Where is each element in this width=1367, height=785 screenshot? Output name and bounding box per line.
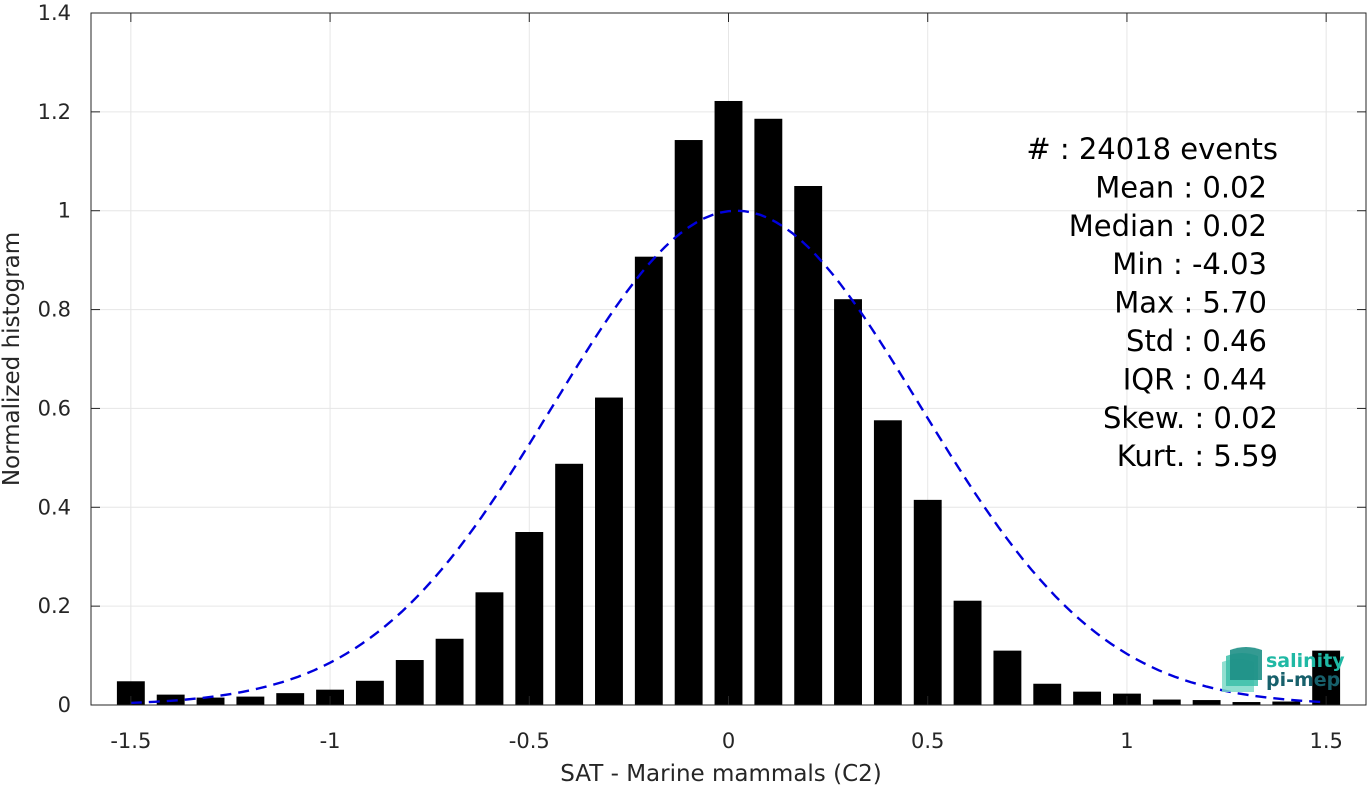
- logo-waves-icon: [1222, 647, 1262, 692]
- histogram-bar: [714, 100, 743, 706]
- y-tick-label: 0.8: [38, 298, 71, 322]
- histogram-bar: [1152, 699, 1181, 705]
- histogram-bar: [1272, 701, 1301, 705]
- x-tick-label: -1.5: [110, 729, 151, 753]
- histogram-bar: [754, 118, 783, 705]
- y-tick-label: 0: [58, 693, 71, 717]
- stat-line: Kurt. : 5.59: [1117, 439, 1278, 473]
- histogram-bar: [873, 420, 902, 705]
- histogram-bar: [794, 186, 823, 705]
- histogram-bar: [834, 299, 862, 705]
- histogram-bar: [1033, 683, 1062, 705]
- histogram-bar: [1073, 691, 1102, 705]
- histogram-bar: [674, 140, 703, 705]
- normal-fit-curve: [130, 209, 1327, 705]
- logo-text-salinity: salinity: [1266, 650, 1345, 672]
- x-tick-label: 0.5: [911, 729, 944, 753]
- statistics-box: # : 24018 events Mean : 0.02 Median : 0.02…: [1026, 132, 1278, 473]
- stat-line: Std : 0.46: [1126, 324, 1267, 358]
- axis-ticks: [91, 12, 1366, 706]
- histogram-bar: [634, 256, 663, 705]
- stat-line: Max : 5.70: [1114, 286, 1267, 320]
- y-tick-label: 0.4: [38, 495, 71, 519]
- histogram-bar: [276, 693, 305, 705]
- stat-line: Min : -4.03: [1112, 247, 1267, 281]
- histogram-bar: [595, 397, 623, 705]
- histogram-bar: [435, 638, 464, 705]
- x-tick-label: -1: [320, 729, 341, 753]
- histogram-bar: [555, 463, 584, 705]
- histogram-bar: [953, 600, 982, 705]
- y-tick-label: 0.6: [38, 396, 71, 420]
- y-tick-label: 1.2: [38, 100, 71, 124]
- x-tick-label: 1: [1120, 729, 1133, 753]
- histogram-bar: [1192, 700, 1221, 705]
- salinity-pi-mep-logo: salinity pi-mep: [1222, 647, 1345, 692]
- histogram-bar: [1232, 702, 1261, 705]
- histogram-bar: [196, 697, 225, 705]
- histogram-bar: [236, 696, 265, 705]
- stat-line: # : 24018 events: [1026, 132, 1278, 166]
- x-tick-label: 1.5: [1309, 729, 1342, 753]
- histogram-bar: [913, 499, 942, 705]
- x-tick-labels: -1.5 -1 -0.5 0 0.5 1 1.5: [110, 729, 1343, 753]
- histogram-bar: [515, 532, 544, 705]
- y-tick-label: 1.4: [38, 1, 71, 25]
- logo-text-pi-mep: pi-mep: [1266, 669, 1340, 691]
- x-axis-label: SAT - Marine mammals (C2): [560, 761, 882, 785]
- stat-line: Skew. : 0.02: [1103, 401, 1278, 435]
- histogram-bar: [475, 592, 504, 705]
- stat-line: Mean : 0.02: [1095, 170, 1267, 204]
- y-tick-label: 1: [58, 199, 71, 223]
- histogram-bar: [355, 680, 384, 705]
- x-tick-label: -0.5: [509, 729, 550, 753]
- y-axis-label: Normalized histogram: [0, 232, 25, 486]
- x-tick-label: 0: [722, 729, 735, 753]
- histogram-bar: [395, 660, 424, 705]
- histogram-bar: [1312, 650, 1341, 705]
- histogram-bar: [993, 650, 1022, 705]
- stat-line: Median : 0.02: [1069, 209, 1267, 243]
- y-tick-label: 0.2: [38, 594, 71, 618]
- histogram-bar: [116, 681, 145, 705]
- stat-line: IQR : 0.44: [1123, 362, 1267, 396]
- y-tick-labels: 0 0.2 0.4 0.6 0.8 1 1.2 1.4: [38, 1, 71, 717]
